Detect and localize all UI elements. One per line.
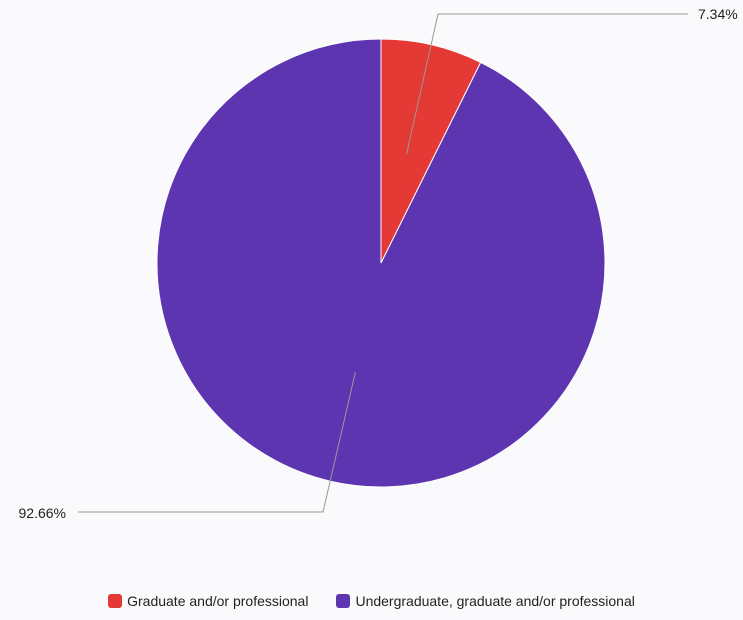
leader-line-1: [78, 371, 356, 513]
legend-swatch-undergraduate: [336, 594, 351, 608]
legend: Graduate and/or professional Undergradua…: [0, 593, 743, 609]
legend-item-undergraduate[interactable]: Undergraduate, graduate and/or professio…: [336, 593, 635, 609]
legend-label-graduate: Graduate and/or professional: [127, 593, 309, 609]
legend-item-graduate[interactable]: Graduate and/or professional: [108, 593, 308, 609]
pie-slice-0[interactable]: [380, 38, 482, 264]
legend-label-undergraduate: Undergraduate, graduate and/or professio…: [355, 593, 635, 609]
pie-slice-1[interactable]: [156, 38, 606, 488]
legend-swatch-graduate: [108, 594, 123, 608]
leader-line-0: [406, 13, 688, 155]
data-label-1: 92.66%: [19, 505, 66, 521]
data-label-0: 7.34%: [698, 6, 738, 22]
